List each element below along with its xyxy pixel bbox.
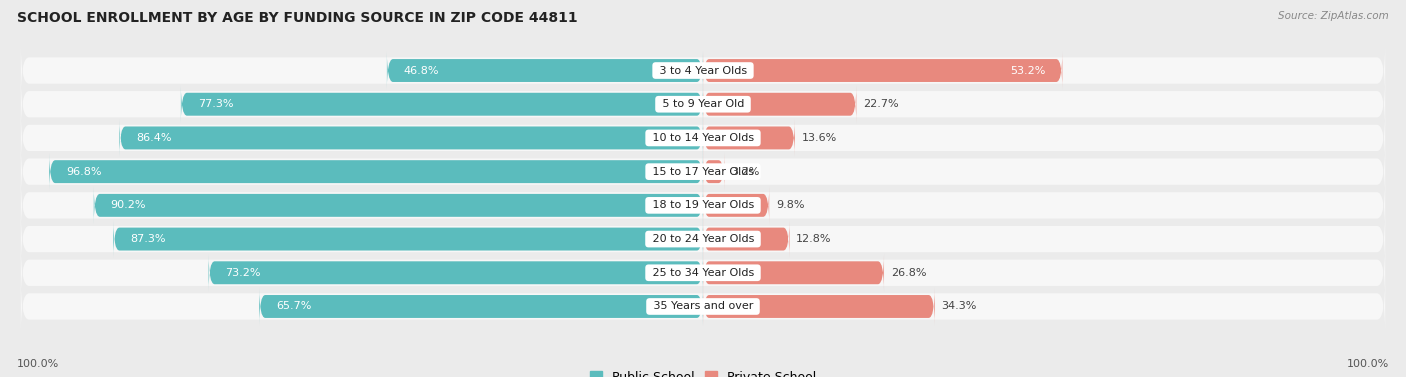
Text: 22.7%: 22.7% xyxy=(863,99,898,109)
Text: 18 to 19 Year Olds: 18 to 19 Year Olds xyxy=(648,200,758,210)
FancyBboxPatch shape xyxy=(703,85,856,123)
Text: 3 to 4 Year Olds: 3 to 4 Year Olds xyxy=(655,66,751,75)
Text: 10 to 14 Year Olds: 10 to 14 Year Olds xyxy=(648,133,758,143)
FancyBboxPatch shape xyxy=(21,43,1385,98)
Text: 53.2%: 53.2% xyxy=(1010,66,1046,75)
FancyBboxPatch shape xyxy=(703,187,769,224)
Text: 26.8%: 26.8% xyxy=(891,268,927,278)
FancyBboxPatch shape xyxy=(94,187,703,224)
Text: 3.2%: 3.2% xyxy=(731,167,759,177)
FancyBboxPatch shape xyxy=(21,77,1385,132)
FancyBboxPatch shape xyxy=(181,85,703,123)
Text: 25 to 34 Year Olds: 25 to 34 Year Olds xyxy=(648,268,758,278)
Text: 90.2%: 90.2% xyxy=(111,200,146,210)
FancyBboxPatch shape xyxy=(703,153,724,190)
FancyBboxPatch shape xyxy=(703,119,794,157)
Text: 35 Years and over: 35 Years and over xyxy=(650,302,756,311)
FancyBboxPatch shape xyxy=(21,144,1385,199)
FancyBboxPatch shape xyxy=(49,153,703,190)
Text: 86.4%: 86.4% xyxy=(136,133,172,143)
FancyBboxPatch shape xyxy=(21,212,1385,267)
FancyBboxPatch shape xyxy=(259,288,703,325)
Text: 65.7%: 65.7% xyxy=(276,302,312,311)
FancyBboxPatch shape xyxy=(21,110,1385,165)
Text: 46.8%: 46.8% xyxy=(404,66,439,75)
FancyBboxPatch shape xyxy=(703,288,935,325)
Text: 87.3%: 87.3% xyxy=(131,234,166,244)
FancyBboxPatch shape xyxy=(703,254,884,292)
Text: 77.3%: 77.3% xyxy=(198,99,233,109)
FancyBboxPatch shape xyxy=(703,220,789,258)
Legend: Public School, Private School: Public School, Private School xyxy=(585,366,821,377)
Text: 96.8%: 96.8% xyxy=(66,167,101,177)
Text: 5 to 9 Year Old: 5 to 9 Year Old xyxy=(658,99,748,109)
Text: 9.8%: 9.8% xyxy=(776,200,804,210)
FancyBboxPatch shape xyxy=(21,245,1385,300)
Text: 100.0%: 100.0% xyxy=(1347,359,1389,369)
Text: Source: ZipAtlas.com: Source: ZipAtlas.com xyxy=(1278,11,1389,21)
Text: 13.6%: 13.6% xyxy=(801,133,837,143)
FancyBboxPatch shape xyxy=(208,254,703,292)
Text: 34.3%: 34.3% xyxy=(942,302,977,311)
Text: 20 to 24 Year Olds: 20 to 24 Year Olds xyxy=(648,234,758,244)
Text: 12.8%: 12.8% xyxy=(796,234,832,244)
FancyBboxPatch shape xyxy=(703,52,1063,89)
Text: SCHOOL ENROLLMENT BY AGE BY FUNDING SOURCE IN ZIP CODE 44811: SCHOOL ENROLLMENT BY AGE BY FUNDING SOUR… xyxy=(17,11,578,25)
FancyBboxPatch shape xyxy=(387,52,703,89)
FancyBboxPatch shape xyxy=(120,119,703,157)
Text: 100.0%: 100.0% xyxy=(17,359,59,369)
Text: 73.2%: 73.2% xyxy=(225,268,262,278)
Text: 15 to 17 Year Olds: 15 to 17 Year Olds xyxy=(648,167,758,177)
FancyBboxPatch shape xyxy=(21,279,1385,334)
FancyBboxPatch shape xyxy=(21,178,1385,233)
FancyBboxPatch shape xyxy=(114,220,703,258)
